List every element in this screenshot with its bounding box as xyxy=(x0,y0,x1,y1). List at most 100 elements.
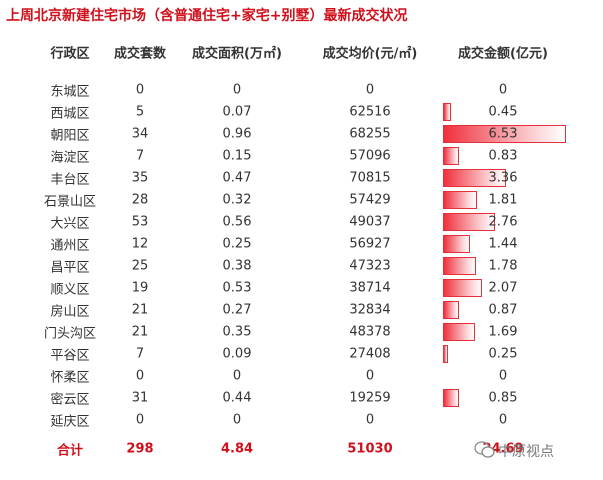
value-cell: 12 xyxy=(131,236,149,252)
data-bar xyxy=(443,301,460,319)
header-cell: 成交金额(亿元) xyxy=(458,46,548,62)
value-cell: 34 xyxy=(131,126,149,142)
value-cell: 19259 xyxy=(349,390,391,406)
value-cell: 0.47 xyxy=(222,170,252,186)
value-cell: 0 xyxy=(135,82,145,98)
value-cell: 47323 xyxy=(349,258,391,274)
value-cell: 70815 xyxy=(349,170,391,186)
watermark-text: 中原视点 xyxy=(498,444,554,460)
value-cell: 28 xyxy=(131,192,149,208)
data-bar xyxy=(443,257,477,275)
total-cell: 298 xyxy=(126,441,154,457)
value-cell: 7 xyxy=(135,148,145,164)
data-bar xyxy=(443,191,478,209)
value-cell: 0.85 xyxy=(488,390,518,406)
header-cell: 行政区 xyxy=(50,46,90,62)
district-cell: 房山区 xyxy=(50,304,90,320)
district-cell: 延庆区 xyxy=(50,414,90,430)
value-cell: 0 xyxy=(498,82,508,98)
value-cell: 0 xyxy=(365,82,375,98)
value-cell: 35 xyxy=(131,170,149,186)
data-bar xyxy=(443,323,475,341)
value-cell: 0 xyxy=(232,412,242,428)
value-cell: 0.96 xyxy=(222,126,252,142)
value-cell: 6.53 xyxy=(488,126,518,142)
value-cell: 62516 xyxy=(349,104,391,120)
value-cell: 3.36 xyxy=(488,170,518,186)
district-cell: 海淀区 xyxy=(50,150,90,166)
district-cell: 东城区 xyxy=(50,84,90,100)
title: 上周北京新建住宅市场（含普通住宅+家宅+别墅）最新成交状况 xyxy=(6,8,408,24)
value-cell: 1.69 xyxy=(488,324,518,340)
district-cell: 大兴区 xyxy=(50,216,90,232)
district-cell: 朝阳区 xyxy=(50,128,90,144)
value-cell: 21 xyxy=(131,324,149,340)
value-cell: 0.38 xyxy=(222,258,252,274)
value-cell: 0 xyxy=(232,82,242,98)
value-cell: 32834 xyxy=(349,302,391,318)
value-cell: 0.83 xyxy=(488,148,518,164)
value-cell: 0 xyxy=(365,368,375,384)
value-cell: 0.35 xyxy=(222,324,252,340)
district-cell: 丰台区 xyxy=(50,172,90,188)
value-cell: 0.87 xyxy=(488,302,518,318)
value-cell: 48378 xyxy=(349,324,391,340)
value-cell: 0.07 xyxy=(222,104,252,120)
data-bar xyxy=(443,147,459,165)
value-cell: 0.25 xyxy=(222,236,252,252)
value-cell: 5 xyxy=(135,104,145,120)
value-cell: 0 xyxy=(365,412,375,428)
district-cell: 西城区 xyxy=(50,106,90,122)
value-cell: 49037 xyxy=(349,214,391,230)
district-cell: 石景山区 xyxy=(43,194,97,210)
district-cell: 平谷区 xyxy=(50,348,90,364)
total-cell: 4.84 xyxy=(220,441,254,457)
district-cell: 怀柔区 xyxy=(50,370,90,386)
data-bar xyxy=(443,389,459,407)
header-cell: 成交面积(万㎡) xyxy=(192,46,282,62)
value-cell: 0 xyxy=(135,412,145,428)
watermark: 中原视点 xyxy=(474,439,564,461)
value-cell: 2.07 xyxy=(488,280,518,296)
value-cell: 0 xyxy=(498,412,508,428)
value-cell: 0 xyxy=(135,368,145,384)
value-cell: 0.15 xyxy=(222,148,252,164)
district-cell: 密云区 xyxy=(50,392,90,408)
total-cell: 合计 xyxy=(56,443,84,459)
district-cell: 门头沟区 xyxy=(43,326,97,342)
total-cell: 51030 xyxy=(347,441,393,457)
value-cell: 0.53 xyxy=(222,280,252,296)
data-bar xyxy=(443,169,507,187)
value-cell: 1.44 xyxy=(488,236,518,252)
district-cell: 昌平区 xyxy=(50,260,90,276)
value-cell: 0.44 xyxy=(222,390,252,406)
value-cell: 68255 xyxy=(349,126,391,142)
header-cell: 成交套数 xyxy=(113,46,167,62)
data-bar xyxy=(443,213,495,231)
value-cell: 1.78 xyxy=(488,258,518,274)
header-cell: 成交均价(元/㎡) xyxy=(322,46,418,62)
value-cell: 27408 xyxy=(349,346,391,362)
wechat-icon xyxy=(474,441,495,458)
value-cell: 0 xyxy=(498,368,508,384)
value-cell: 57096 xyxy=(349,148,391,164)
value-cell: 19 xyxy=(131,280,149,296)
data-bar xyxy=(443,345,448,363)
value-cell: 25 xyxy=(131,258,149,274)
value-cell: 7 xyxy=(135,346,145,362)
value-cell: 0.25 xyxy=(488,346,518,362)
value-cell: 0.56 xyxy=(222,214,252,230)
value-cell: 2.76 xyxy=(488,214,518,230)
data-bar xyxy=(443,103,452,121)
data-bar xyxy=(443,125,566,143)
value-cell: 31 xyxy=(131,390,149,406)
value-cell: 56927 xyxy=(349,236,391,252)
district-cell: 顺义区 xyxy=(50,282,90,298)
data-bar xyxy=(443,279,482,297)
value-cell: 0.32 xyxy=(222,192,252,208)
value-cell: 0.45 xyxy=(488,104,518,120)
value-cell: 21 xyxy=(131,302,149,318)
value-cell: 1.81 xyxy=(488,192,518,208)
value-cell: 0.27 xyxy=(222,302,252,318)
